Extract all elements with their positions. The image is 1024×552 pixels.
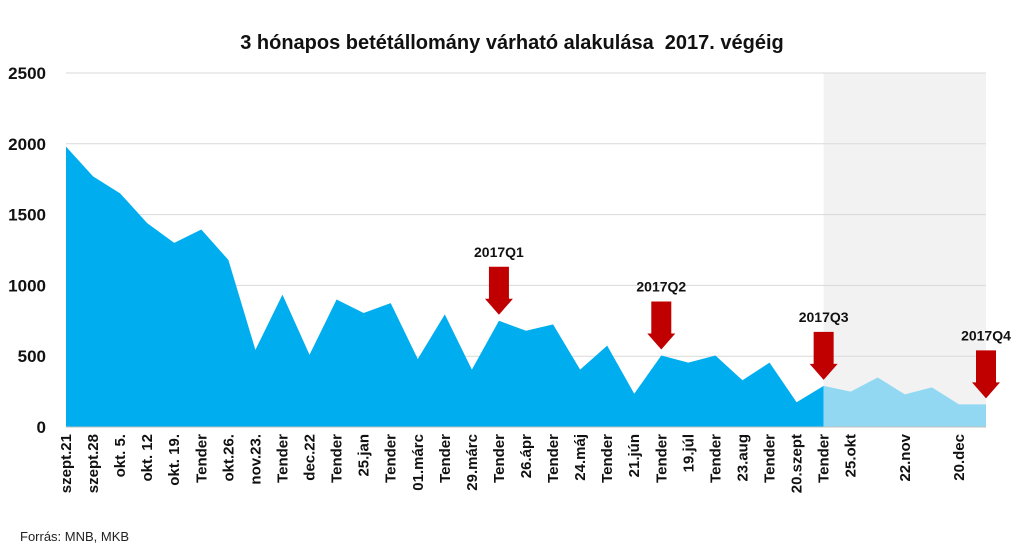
down-arrow-icon	[484, 266, 513, 315]
x-tick-label: 23.aug	[734, 434, 751, 482]
x-tick-label: okt. 19.	[166, 434, 183, 486]
x-tick-label: 29.márc	[464, 434, 481, 491]
quarter-annotation: 2017Q1	[474, 244, 524, 315]
chart-title: 3 hónapos betétállomány várható alakulás…	[240, 32, 784, 54]
quarter-annotation: 2017Q4	[961, 327, 1011, 399]
x-tick-label: Tender	[707, 434, 724, 483]
x-tick-label: Tender	[762, 434, 779, 483]
x-tick-label: szept.28	[85, 434, 102, 493]
x-tick-label: 19.júl	[680, 434, 697, 472]
y-tick-label: 0	[37, 418, 46, 437]
x-tick-label: Tender	[816, 434, 833, 483]
quarter-annotation: 2017Q3	[799, 309, 849, 380]
down-arrow-icon	[972, 350, 1000, 399]
y-tick-label: 2500	[8, 64, 46, 83]
x-tick-label: szept.21	[58, 434, 75, 493]
x-tick-label: Tender	[545, 434, 562, 483]
forecast-area	[823, 377, 986, 427]
x-tick-label: 25.jan	[356, 434, 373, 477]
source-note: Forrás: MNB, MKB	[20, 529, 130, 544]
x-tick-label: Tender	[193, 434, 210, 483]
x-tick-label: 25.okt	[843, 434, 860, 477]
y-tick-label: 2000	[8, 135, 46, 154]
down-arrow-icon	[647, 301, 676, 350]
annotation-label: 2017Q3	[799, 309, 849, 325]
x-tick-label: 24.máj	[572, 434, 589, 481]
x-tick-label: Tender	[653, 434, 670, 483]
annotation-label: 2017Q2	[636, 278, 686, 294]
x-tick-label: Tender	[491, 434, 508, 483]
annotation-label: 2017Q4	[961, 327, 1011, 343]
x-tick-label: 01.márc	[410, 434, 427, 491]
x-tick-label: nov.23.	[247, 434, 264, 485]
down-arrow-icon	[809, 331, 838, 380]
x-tick-label: Tender	[329, 434, 346, 483]
x-tick-label: Tender	[383, 434, 400, 483]
annotation-label: 2017Q1	[474, 244, 524, 260]
x-tick-label: okt. 5.	[112, 434, 129, 477]
x-tick-label: 22.nov	[897, 433, 914, 481]
x-tick-label: 20.dec	[951, 434, 968, 481]
x-tick-label: 21.jún	[626, 434, 643, 477]
x-tick-label: Tender	[437, 434, 454, 483]
forecast-shade	[823, 73, 986, 427]
y-tick-label: 1500	[8, 206, 46, 225]
x-tick-label: okt. 12	[139, 434, 156, 482]
x-tick-label: okt.26.	[220, 434, 237, 482]
y-tick-label: 1000	[8, 276, 46, 295]
x-tick-label: Tender	[599, 434, 616, 483]
x-tick-label: 20.szept	[789, 434, 806, 493]
y-tick-label: 500	[18, 347, 46, 366]
actual-area	[66, 146, 824, 427]
x-tick-label: dec.22	[302, 434, 319, 481]
x-tick-label: 26.ápr	[518, 434, 535, 478]
quarter-annotation: 2017Q2	[636, 278, 686, 350]
x-tick-label: Tender	[274, 434, 291, 483]
